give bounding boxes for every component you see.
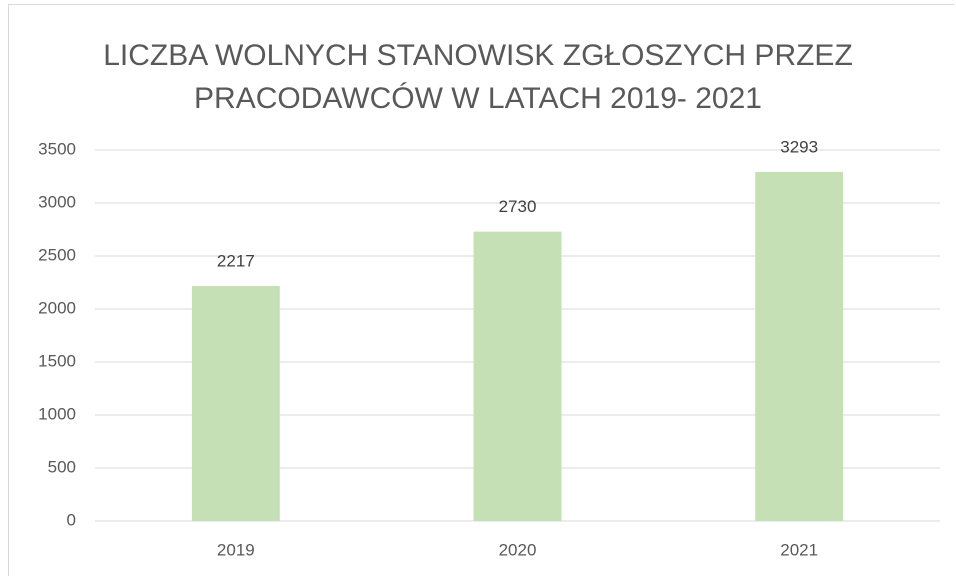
y-tick-label: 0 [67, 510, 76, 529]
y-tick-label: 1500 [38, 351, 76, 370]
value-label: 2217 [217, 251, 255, 270]
x-tick-label: 2020 [499, 540, 537, 559]
x-tick-label: 2019 [217, 540, 255, 559]
value-label: 3293 [780, 137, 818, 156]
bar [191, 285, 280, 521]
x-tick-label: 2021 [780, 540, 818, 559]
chart-frame [8, 4, 954, 576]
value-label: 2730 [499, 197, 537, 216]
bar [755, 171, 844, 521]
y-tick-label: 3000 [38, 192, 76, 211]
bar [473, 231, 562, 521]
y-tick-label: 1000 [38, 404, 76, 423]
chart-title: LICZBA WOLNYCH STANOWISK ZGŁOSZYCH PRZEZ… [103, 39, 853, 115]
y-tick-label: 500 [48, 457, 76, 476]
y-tick-label: 2000 [38, 298, 76, 317]
y-tick-label: 2500 [38, 245, 76, 264]
y-tick-label: 3500 [38, 139, 76, 158]
